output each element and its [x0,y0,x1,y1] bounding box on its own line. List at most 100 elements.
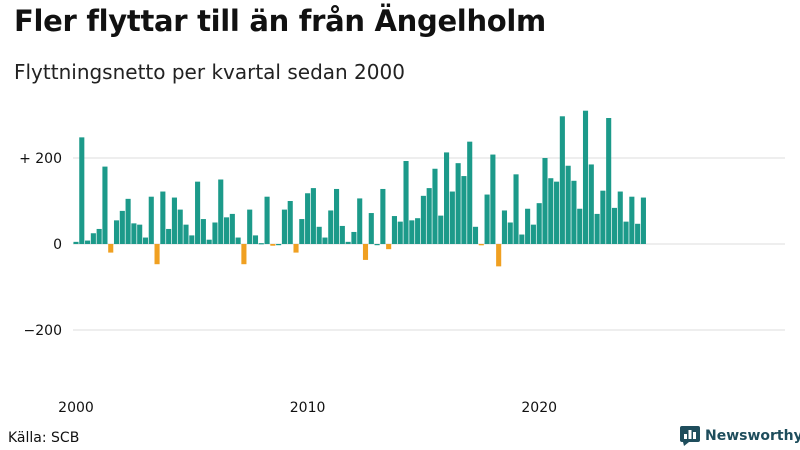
bar [386,244,392,250]
bar [380,188,386,244]
bar [594,213,600,244]
bar [334,188,340,244]
bar [171,197,177,244]
bar [478,244,484,246]
bar [90,233,96,244]
bar [565,165,571,244]
bar [322,237,328,244]
bar [235,237,241,244]
bar [588,164,594,244]
bar [600,190,606,244]
bar [449,191,455,244]
bar [467,141,473,244]
bar [96,228,102,244]
bar [258,243,264,245]
y-tick-label: + 200 [19,151,62,167]
y-tick-label: −200 [24,323,62,339]
bar [409,220,415,244]
bar [108,244,114,253]
bar [223,217,230,244]
bar [206,239,212,244]
bar [299,219,305,244]
bar [635,223,641,244]
bar [640,197,646,244]
source-note: Källa: SCB [8,430,80,446]
y-tick-label: 0 [53,237,62,253]
bar [79,137,85,244]
bar [490,154,496,244]
bar [305,193,311,244]
bar [357,198,363,244]
bar [519,234,525,244]
bar [432,168,438,244]
bar [617,191,623,244]
bar [160,191,166,244]
bar [507,222,513,244]
bar [200,219,206,244]
bar [501,210,508,244]
chart-title: Fler flyttar till än från Ängelholm [14,4,546,38]
bar [484,194,490,244]
bar [444,152,450,244]
bars-layer [73,110,646,267]
bar [85,240,91,244]
bar [252,235,259,244]
bar [472,226,479,244]
bar [525,208,531,244]
bar [119,210,125,244]
bar [177,209,183,244]
bar [571,180,577,244]
labels-layer: + 200 0 −200 2000 2010 2020 [19,151,557,416]
bar [420,195,426,244]
bar [328,210,334,244]
bar [183,224,189,244]
bar [438,215,444,244]
bar [623,221,629,244]
bar [102,166,108,244]
bar [629,196,635,244]
bar [496,244,502,267]
x-tick-label: 2000 [58,400,94,416]
bar [513,174,519,244]
bar [229,213,235,244]
bar [554,181,560,244]
bar [548,178,554,244]
bar [391,216,397,244]
bar [270,244,276,246]
bar [212,222,218,244]
bar [195,181,201,244]
bar [461,176,467,244]
bar [559,116,565,244]
bar [455,163,461,244]
chart-subtitle: Flyttningsnetto per kvartal sedan 2000 [14,60,405,84]
bar [582,110,589,244]
bar [339,225,345,244]
bar [374,244,380,246]
bar [281,209,287,244]
bar [351,231,357,244]
bar [189,235,195,244]
bar [73,241,79,244]
bar [137,224,143,244]
x-tick-label: 2010 [290,400,326,416]
bar [536,203,542,244]
bar [403,161,409,244]
bar [247,209,253,244]
brand-logo: Newsworthy [680,426,800,446]
x-tick-label: 2020 [521,400,557,416]
bar [577,208,583,244]
bar [611,207,618,244]
bar [345,241,351,244]
bar [142,237,149,244]
bar [276,244,282,246]
bar [293,244,299,253]
bar [316,226,322,244]
bar [125,198,131,244]
bar [530,224,536,244]
brand-name: Newsworthy [705,428,800,444]
bar [131,223,137,244]
bar [218,179,224,244]
bar [166,228,172,244]
bar-chart-logo-icon [680,426,700,446]
